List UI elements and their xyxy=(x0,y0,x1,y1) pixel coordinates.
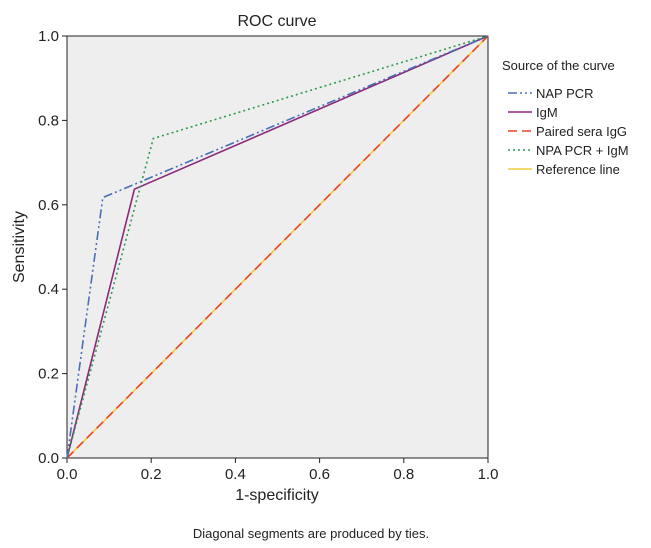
y-tick-label: 1.0 xyxy=(38,28,59,45)
series-lines xyxy=(66,35,489,459)
legend-entry: Paired sera IgG xyxy=(536,124,627,139)
x-tick-label: 0.4 xyxy=(225,466,246,483)
y-tick-label: 0.0 xyxy=(38,450,59,467)
legend-entry: NAP PCR xyxy=(536,86,594,101)
series-line-paired-sera-igg xyxy=(66,35,489,459)
footnote: Diagonal segments are produced by ties. xyxy=(193,526,429,541)
y-tick-label: 0.6 xyxy=(38,197,59,214)
x-tick-label: 1.0 xyxy=(478,466,499,483)
x-axis: 0.0 0.2 0.4 0.6 0.8 1.0 xyxy=(57,458,499,483)
x-tick-label: 0.6 xyxy=(309,466,330,483)
x-tick-label: 0.8 xyxy=(393,466,414,483)
legend-entry: Reference line xyxy=(536,162,620,177)
series-line-npa-pcr-igm xyxy=(66,35,489,459)
y-tick-label: 0.2 xyxy=(38,366,59,383)
series-line-nap-pcr xyxy=(66,35,489,459)
legend-entry: IgM xyxy=(536,105,558,120)
y-axis-label: Sensitivity xyxy=(11,211,28,283)
y-axis: 0.0 0.2 0.4 0.6 0.8 1.0 xyxy=(38,28,67,467)
y-tick-label: 0.4 xyxy=(38,281,59,298)
y-tick-label: 0.8 xyxy=(38,112,59,129)
chart-title: ROC curve xyxy=(237,13,316,30)
legend-entry: NPA PCR + IgM xyxy=(536,143,629,158)
series-line-igm xyxy=(66,35,489,459)
legend-title: Source of the curve xyxy=(502,58,615,73)
x-tick-label: 0.2 xyxy=(141,466,162,483)
x-axis-label: 1-specificity xyxy=(235,487,319,504)
x-tick-label: 0.0 xyxy=(57,466,78,483)
legend: Source of the curve NAP PCR IgM Paired ser… xyxy=(502,58,629,177)
